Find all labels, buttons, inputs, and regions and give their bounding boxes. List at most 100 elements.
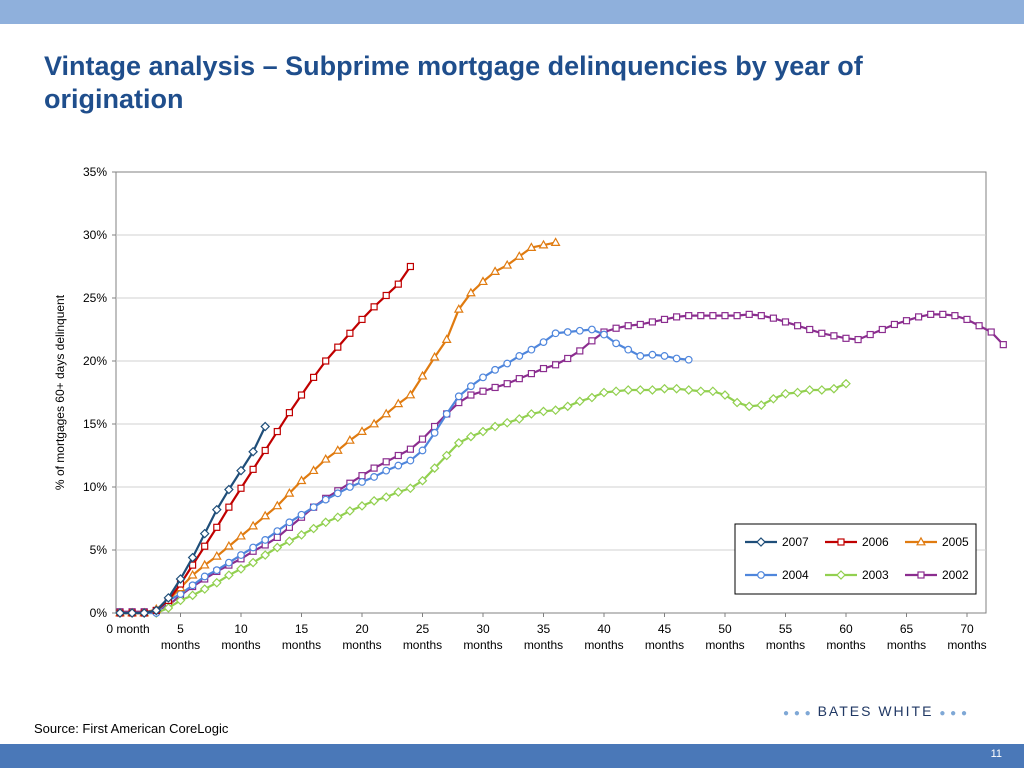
data-point-2002 — [479, 387, 487, 395]
legend-marker-2005 — [916, 536, 926, 546]
data-point-2004 — [394, 461, 403, 470]
data-point-2004 — [527, 345, 536, 354]
data-point-2006 — [225, 503, 233, 511]
data-point-2004 — [261, 536, 270, 544]
data-point-2002 — [697, 312, 705, 320]
data-point-2006 — [285, 409, 293, 417]
data-point-2003 — [163, 603, 174, 613]
data-point-2003 — [526, 409, 537, 419]
data-point-2003 — [284, 536, 295, 547]
data-point-2002 — [660, 315, 669, 324]
x-tick-label: 40 — [597, 622, 611, 636]
data-point-2002 — [564, 354, 572, 363]
data-point-2003 — [635, 385, 646, 395]
data-point-2005 — [453, 304, 464, 313]
data-point-2006 — [310, 373, 318, 381]
data-point-2005 — [478, 276, 488, 286]
data-point-2002 — [987, 328, 995, 336]
data-point-2002 — [951, 312, 959, 320]
data-point-2006 — [213, 523, 221, 531]
data-point-2002 — [406, 445, 414, 453]
legend-label-2003: 2003 — [862, 568, 889, 582]
data-point-2005 — [514, 251, 525, 260]
data-point-2004 — [503, 359, 512, 368]
data-point-2003 — [199, 584, 210, 594]
data-point-2002 — [539, 364, 548, 373]
x-tick-label: 0 month — [106, 622, 149, 636]
x-tick-label: months — [826, 638, 865, 652]
data-point-2003 — [744, 401, 755, 412]
data-point-2004 — [551, 329, 560, 338]
data-point-2002 — [927, 310, 935, 318]
data-point-2004 — [672, 354, 681, 363]
x-tick-label: months — [887, 638, 926, 652]
data-point-2003 — [671, 383, 682, 394]
data-point-2004 — [333, 489, 342, 498]
x-tick-label: months — [947, 638, 986, 652]
x-tick-label: 10 — [234, 622, 248, 636]
data-point-2004 — [321, 495, 330, 504]
data-point-2004 — [648, 350, 657, 359]
top-band — [0, 0, 1024, 24]
x-tick-label: 25 — [416, 622, 430, 636]
data-point-2003 — [683, 385, 694, 395]
data-point-2002 — [733, 312, 741, 320]
data-point-2003 — [405, 483, 416, 494]
x-tick-label: 70 — [960, 622, 974, 636]
data-point-2002 — [709, 312, 717, 320]
data-point-2004 — [515, 352, 524, 360]
data-point-2007 — [224, 484, 234, 495]
data-point-2002 — [769, 314, 778, 322]
data-point-2004 — [479, 373, 487, 382]
source-note: Source: First American CoreLogic — [34, 721, 229, 736]
data-point-2002 — [902, 317, 911, 325]
y-tick-label: 10% — [83, 480, 107, 494]
data-point-2004 — [188, 581, 197, 590]
data-point-2006 — [237, 484, 245, 492]
data-point-2002 — [793, 322, 802, 330]
data-point-2006 — [297, 391, 306, 399]
data-point-2006 — [322, 357, 330, 365]
data-point-2003 — [768, 393, 779, 404]
data-point-2003 — [623, 385, 634, 395]
x-tick-label: months — [705, 638, 744, 652]
data-point-2002 — [576, 347, 584, 355]
data-point-2003 — [538, 406, 549, 417]
legend-label-2005: 2005 — [942, 535, 969, 549]
data-point-2002 — [672, 313, 681, 321]
data-point-2007 — [236, 465, 246, 476]
x-tick-label: 20 — [355, 622, 369, 636]
y-tick-label: 20% — [83, 354, 107, 368]
data-point-2003 — [720, 390, 730, 400]
data-point-2004 — [575, 326, 584, 335]
data-point-2002 — [273, 533, 281, 542]
data-point-2007 — [163, 593, 174, 603]
data-point-2004 — [297, 510, 306, 519]
data-point-2004 — [285, 518, 294, 527]
data-point-2006 — [382, 291, 390, 300]
data-point-2004 — [358, 478, 366, 486]
data-point-2005 — [308, 465, 319, 475]
data-point-2003 — [345, 506, 355, 516]
data-point-2003 — [453, 438, 464, 448]
data-point-2003 — [320, 517, 331, 528]
data-point-2002 — [527, 370, 536, 378]
data-point-2005 — [441, 334, 452, 343]
data-point-2003 — [308, 523, 319, 534]
data-point-2004 — [200, 572, 209, 581]
data-point-2002 — [890, 320, 899, 329]
legend-marker-2006 — [837, 538, 845, 546]
data-point-2003 — [792, 387, 803, 398]
data-point-2003 — [708, 386, 718, 397]
data-point-2003 — [574, 396, 585, 407]
data-point-2003 — [695, 386, 706, 397]
data-point-2003 — [841, 378, 851, 389]
x-tick-label: 50 — [718, 622, 732, 636]
data-point-2002 — [685, 312, 693, 320]
data-point-2003 — [296, 530, 307, 540]
data-point-2003 — [357, 501, 367, 511]
y-tick-label: 35% — [83, 165, 107, 179]
data-point-2005 — [272, 500, 283, 510]
x-tick-label: 45 — [658, 622, 672, 636]
x-tick-label: months — [161, 638, 200, 652]
